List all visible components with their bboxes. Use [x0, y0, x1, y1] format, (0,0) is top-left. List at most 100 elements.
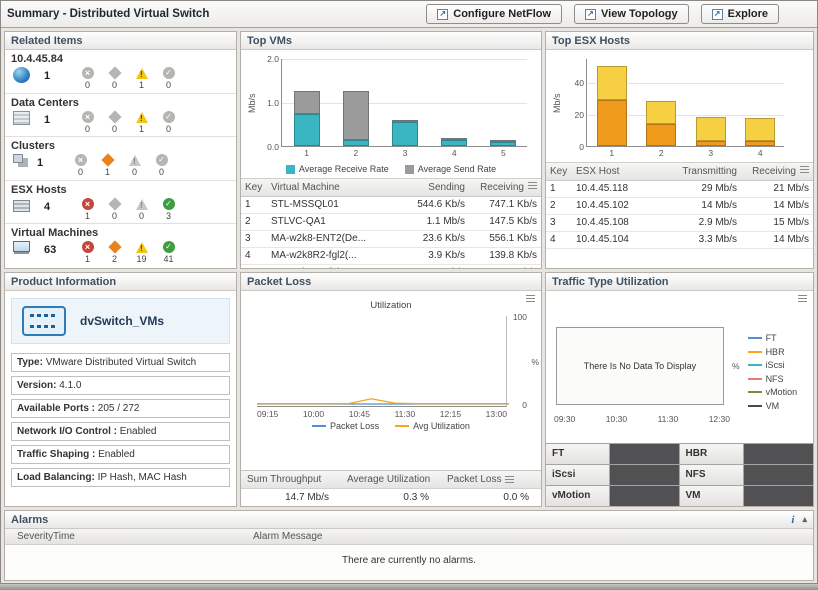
status-count: 0: [138, 210, 144, 221]
column-header[interactable]: Sum Throughput: [247, 474, 322, 485]
table-row[interactable]: 4 10.4.45.104 3.3 Mb/s 14 Mb/s: [546, 231, 813, 249]
bar-segment[interactable]: [596, 66, 627, 100]
legend-label: iScsi: [765, 360, 785, 370]
column-header[interactable]: Receiving: [741, 163, 813, 181]
legend-swatch: [747, 404, 762, 407]
status-column: 0: [103, 66, 126, 90]
info-icon[interactable]: [791, 514, 794, 526]
column-header[interactable]: Key: [546, 163, 572, 181]
bar-segment[interactable]: [441, 139, 468, 146]
column-header[interactable]: ESX Host: [572, 163, 669, 181]
related-item-row[interactable]: 10.4.45.84 1 0 0 1 0: [5, 50, 236, 94]
column-selector-icon[interactable]: [528, 181, 537, 190]
table-row[interactable]: 2 10.4.45.102 14 Mb/s 14 Mb/s: [546, 197, 813, 215]
traffic-metric-value[interactable]: [610, 444, 680, 464]
bar-segment[interactable]: [342, 91, 369, 140]
bar-segment[interactable]: [745, 140, 776, 146]
gridline: [282, 103, 527, 104]
status-column: 1: [130, 67, 153, 90]
table-row[interactable]: 2 STLVC-QA1 1.1 Mb/s 147.5 Kb/s: [241, 213, 541, 231]
column-header[interactable]: Transmitting: [669, 163, 741, 181]
column-header[interactable]: Virtual Machine: [267, 179, 405, 197]
packet-loss-chart-area: Utilization 100 0 % 09:15 10:00 10:45 11:30…: [241, 291, 541, 506]
status-column: 0: [157, 67, 180, 90]
bar-segment[interactable]: [646, 101, 677, 124]
collapse-icon[interactable]: [802, 514, 807, 525]
related-item-row[interactable]: Clusters 1 0 1 0 0: [5, 137, 236, 181]
axis-tick-label: 0: [522, 400, 527, 410]
bar-segment[interactable]: [646, 123, 677, 146]
status-column: 1: [96, 153, 119, 177]
configure-netflow-button[interactable]: Configure NetFlow: [426, 4, 563, 24]
bar-segment[interactable]: [441, 137, 468, 140]
column-header[interactable]: Key: [241, 179, 267, 197]
footer-strip: [0, 584, 818, 590]
traffic-table-row: vMotion VM: [546, 486, 813, 506]
product-field: Traffic Shaping : Enabled: [11, 445, 230, 464]
legend-item: VM: [747, 401, 798, 411]
axis-tick-label: 09:15: [257, 409, 279, 419]
legend-label: Average Receive Rate: [298, 164, 389, 174]
bar-segment[interactable]: [342, 139, 369, 146]
chart-menu-icon[interactable]: [526, 295, 535, 303]
legend-swatch: [404, 164, 414, 174]
column-header[interactable]: Average Utilization: [347, 474, 431, 485]
axis-tick-label: 3: [402, 148, 408, 158]
panel-title: Top ESX Hosts: [552, 34, 631, 47]
traffic-metric-label: VM: [679, 486, 744, 506]
panel-title-bar: Related Items: [5, 32, 236, 50]
related-item-row[interactable]: Data Centers 1 0 0 1 0: [5, 94, 236, 137]
critical-status-icon: [107, 109, 122, 124]
table-row[interactable]: 3 MA-w2k8-ENT2(De... 23.6 Kb/s 556.1 Kb/s: [241, 230, 541, 248]
fatal-status-icon: [81, 67, 94, 79]
column-header[interactable]: Sending: [405, 179, 469, 197]
legend-item: Average Receive Rate: [285, 164, 389, 174]
column-selector-icon[interactable]: [505, 475, 515, 484]
bar-segment[interactable]: [695, 117, 726, 142]
bar-segment[interactable]: [596, 99, 627, 146]
column-selector-icon[interactable]: [800, 165, 809, 174]
related-item-row[interactable]: Virtual Machines 63 1 2 19 41: [5, 224, 236, 268]
traffic-metric-value[interactable]: [743, 444, 813, 464]
bar-segment[interactable]: [293, 113, 320, 146]
column-header[interactable]: Packet Loss: [441, 471, 541, 488]
related-item-row[interactable]: ESX Hosts 4 1 0 0 3: [5, 181, 236, 224]
bar-segment[interactable]: [695, 141, 726, 146]
table-row[interactable]: 1 STL-MSSQL01 544.6 Kb/s 747.1 Kb/s: [241, 196, 541, 214]
traffic-metric-value[interactable]: [610, 486, 680, 506]
axis-tick-label: 09:30: [554, 413, 576, 424]
bar-segment[interactable]: [392, 122, 418, 146]
bar-segment[interactable]: [745, 118, 776, 141]
axis-tick-label: 100: [512, 312, 527, 322]
table-cell: 2.2 Kb/s: [405, 264, 469, 268]
table-row[interactable]: 1 10.4.45.118 29 Mb/s 21 Mb/s: [546, 180, 813, 198]
bar-segment[interactable]: [293, 90, 320, 114]
axis-tick-label: 4: [757, 148, 763, 158]
table-row[interactable]: 14.7 Mb/s 0.3 % 0.0 %: [241, 489, 541, 506]
packet-loss-panel: Packet Loss Utilization 100 0 % 09:15 10:…: [240, 272, 542, 507]
table-row[interactable]: 4 MA-w2k8R2-fgl2(... 3.9 Kb/s 139.8 Kb/s: [241, 247, 541, 265]
legend-item: Avg Utilization: [395, 421, 470, 431]
table-row[interactable]: 3 10.4.45.108 2.9 Mb/s 15 Mb/s: [546, 214, 813, 232]
product-field: Version: 4.1.0: [11, 376, 230, 395]
bar-segment[interactable]: [392, 120, 418, 123]
table-row[interactable]: 5MA-w2k8R2-fgl...2.2 Kb/s35.7 Kb/s: [241, 264, 541, 268]
column-header[interactable]: Time: [53, 531, 75, 542]
column-header[interactable]: Alarm Message: [253, 531, 323, 542]
field-label: Load Balancing:: [17, 472, 98, 483]
traffic-metric-value[interactable]: [743, 486, 813, 506]
column-header[interactable]: Severity: [17, 531, 54, 542]
view-topology-button[interactable]: View Topology: [574, 4, 689, 24]
explore-button[interactable]: Explore: [700, 4, 779, 24]
bar-segment[interactable]: [490, 141, 517, 146]
traffic-metric-value[interactable]: [610, 465, 680, 485]
alarms-empty-message: There are currently no alarms.: [5, 545, 813, 580]
field-value: Enabled: [119, 426, 157, 437]
chart-menu-icon[interactable]: [798, 295, 807, 303]
status-count: 0: [165, 123, 171, 134]
column-header[interactable]: Receiving: [469, 179, 541, 197]
product-fields: Type: VMware Distributed Virtual Switch V…: [5, 349, 236, 491]
traffic-metric-value[interactable]: [743, 465, 813, 485]
bar-segment[interactable]: [490, 139, 517, 142]
